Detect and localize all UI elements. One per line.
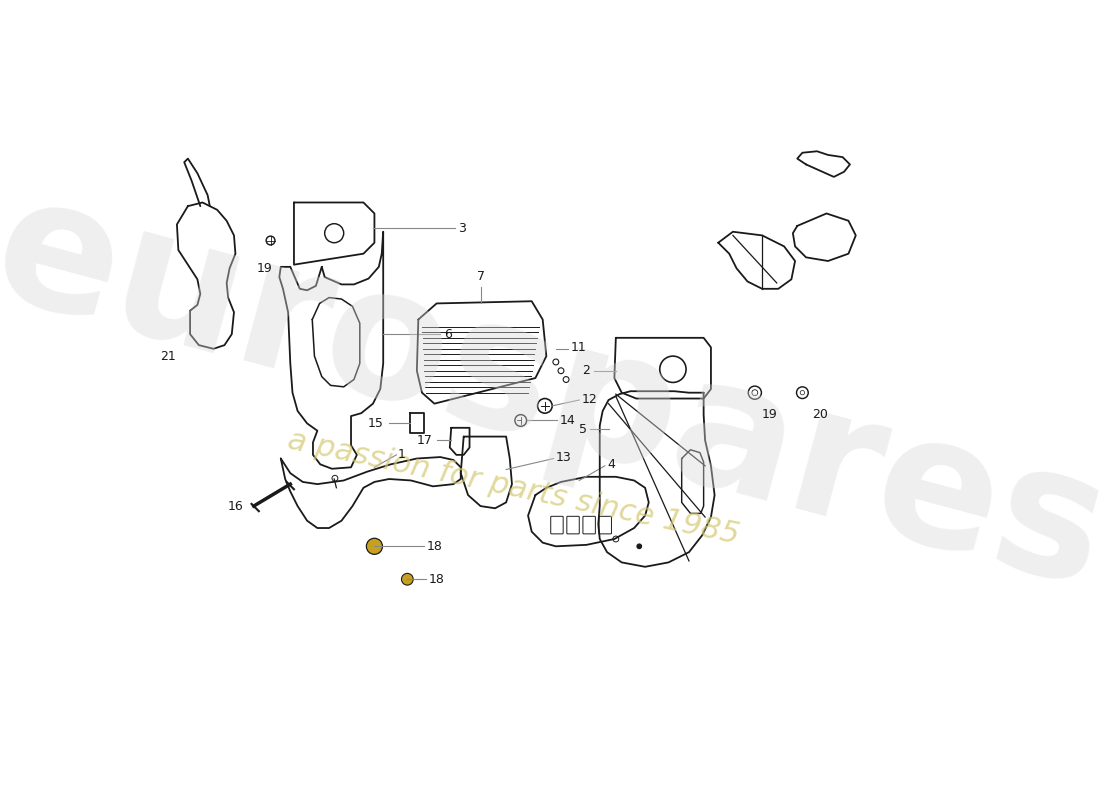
Text: 1: 1 <box>398 448 406 461</box>
Text: 13: 13 <box>556 451 572 464</box>
Text: 12: 12 <box>582 393 597 406</box>
Text: 21: 21 <box>161 350 176 362</box>
Text: 2: 2 <box>582 364 591 378</box>
Text: 15: 15 <box>367 417 383 430</box>
Text: eurospares: eurospares <box>0 160 1100 626</box>
Text: 20: 20 <box>812 408 828 421</box>
Text: 19: 19 <box>762 408 778 421</box>
Text: 14: 14 <box>560 414 575 427</box>
Text: 18: 18 <box>427 540 443 553</box>
Text: 16: 16 <box>228 499 244 513</box>
Circle shape <box>367 539 382 554</box>
Circle shape <box>403 574 412 584</box>
Text: 17: 17 <box>417 434 433 446</box>
Text: 18: 18 <box>429 573 444 586</box>
Text: 11: 11 <box>571 341 586 354</box>
Text: a passion for parts since 1985: a passion for parts since 1985 <box>285 426 741 550</box>
Text: 3: 3 <box>459 222 466 234</box>
Text: 4: 4 <box>607 458 615 471</box>
Text: 7: 7 <box>476 270 484 283</box>
Text: 5: 5 <box>579 422 586 436</box>
Text: 19: 19 <box>256 262 273 275</box>
Text: 6: 6 <box>444 328 452 341</box>
Circle shape <box>637 544 641 549</box>
